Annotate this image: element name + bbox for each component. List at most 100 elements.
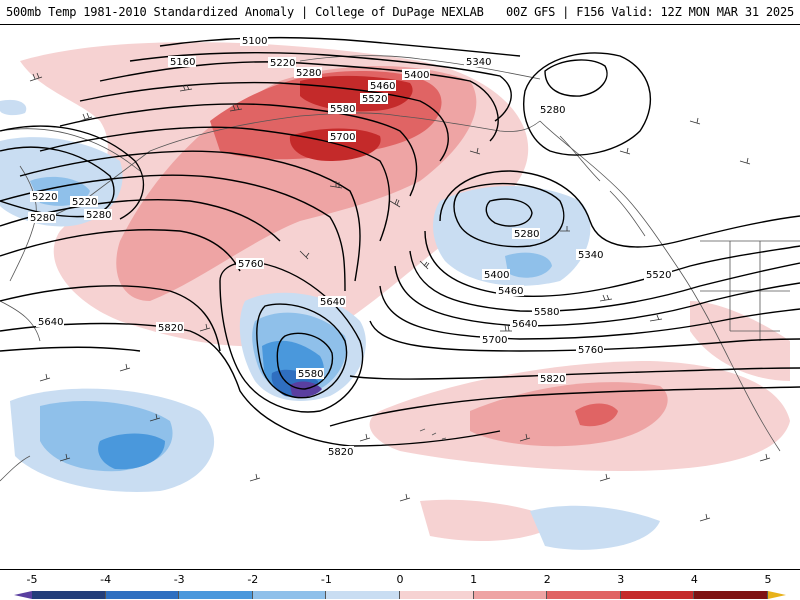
coastal-detail [559, 135, 646, 237]
height-contour-line [329, 386, 800, 427]
contour-label: 5700 [480, 334, 508, 346]
wind-barb [149, 413, 161, 422]
warm-anomaly-area [575, 403, 618, 427]
wind-barb [329, 181, 343, 189]
colorbar-tick-label: -3 [173, 573, 185, 586]
weather-map-svg: 5100 5160 5220 5280 5340 5400 5460 5520 … [0, 25, 800, 569]
wind-barb [689, 117, 701, 125]
height-contour-line [0, 229, 241, 272]
contour-label: 5640 [318, 296, 346, 308]
colorbar-swatch [473, 591, 548, 599]
wind-barb [519, 433, 531, 442]
contour-label: 5820 [538, 373, 566, 385]
contour-label-text: 5400 [484, 270, 509, 281]
wind-barb [79, 112, 93, 122]
colorbar-swatch [620, 591, 695, 599]
contour-label: 5580 [296, 368, 324, 380]
contour-label: 5640 [36, 316, 64, 328]
contour-label: 5340 [464, 56, 492, 68]
contour-label-text: 5160 [170, 57, 195, 68]
contour-label-text: 5340 [466, 57, 491, 68]
wind-barb [299, 250, 310, 260]
height-contour-line [79, 81, 449, 162]
height-contour-line [0, 285, 221, 352]
height-contour-line [129, 52, 512, 122]
contour-label: 5280 [294, 67, 322, 79]
alaska-coastline [149, 112, 541, 152]
wind-barb [39, 373, 51, 382]
contour-label-text: 5700 [482, 335, 507, 346]
contour-label-text: 5760 [578, 345, 603, 356]
anomaly-colorbar: -5 -4 -3 -2 -1 0 1 2 3 4 5 [0, 572, 800, 600]
wind-barb [29, 72, 43, 82]
contour-label-text: 5520 [362, 94, 387, 105]
contour-label-text: 5640 [512, 319, 537, 330]
colorbar-tick-label: 0 [396, 573, 404, 586]
contour-label: 5400 [482, 269, 510, 281]
wind-barb [179, 84, 193, 92]
contour-label: 5460 [368, 80, 396, 92]
contour-label-text: 5220 [270, 58, 295, 69]
colorbar-swatch [14, 591, 32, 599]
height-contour-line [544, 59, 608, 97]
wind-barb [359, 433, 371, 442]
colorbar-swatch [252, 591, 327, 599]
wind-barb [119, 363, 131, 372]
wind-barb [619, 147, 631, 155]
contour-label-text: 5340 [578, 250, 603, 261]
height-contour-line [0, 174, 346, 292]
contour-label: 5400 [402, 69, 430, 81]
contour-label-text: 5820 [328, 447, 353, 458]
alaska-interior-coast [299, 55, 541, 80]
colorbar-tick-label: -1 [320, 573, 332, 586]
contour-label-text: 5280 [30, 213, 55, 224]
height-contour-line [0, 322, 501, 447]
colorbar-scale [14, 591, 786, 599]
contour-label: 5220 [30, 191, 58, 203]
contour-label: 5280 [512, 228, 540, 240]
wind-barb [389, 198, 401, 208]
contour-label: 5460 [496, 285, 524, 297]
wind-barbs [29, 72, 771, 522]
height-contour-line [39, 126, 391, 242]
contour-label: 5220 [70, 196, 98, 208]
cold-anomaly-area [98, 433, 165, 470]
height-contour-line [439, 170, 800, 248]
asia-coast-southwest [0, 455, 31, 482]
contour-label-text: 5220 [72, 197, 97, 208]
contour-label: 5340 [576, 249, 604, 261]
wind-barb [699, 513, 711, 522]
wind-barb [739, 157, 751, 165]
contour-label-text: 5460 [370, 81, 395, 92]
aleutian-islands [39, 150, 151, 222]
contour-label-text: 5280 [514, 229, 539, 240]
wind-barb [649, 314, 663, 322]
height-contour-line [409, 250, 800, 312]
contour-label: 5760 [576, 344, 604, 356]
contour-label-text: 5700 [330, 132, 355, 143]
colorbar-swatch [105, 591, 180, 599]
wind-barb [469, 147, 481, 155]
contour-label-text: 5280 [86, 210, 111, 221]
height-contour-line [424, 230, 800, 298]
wind-barb [199, 323, 211, 332]
contour-label-text: 5580 [534, 307, 559, 318]
contour-label: 5640 [510, 318, 538, 330]
height-contour-line [59, 103, 418, 197]
contour-label-text: 5820 [158, 323, 183, 334]
asia-coast [0, 300, 41, 342]
cold-anomaly-area [0, 99, 27, 116]
colorbar-tick-label: 4 [690, 573, 698, 586]
contour-label: 5820 [156, 322, 184, 334]
colorbar-swatch [547, 591, 621, 599]
contour-label: 5220 [268, 57, 296, 69]
wind-barb [599, 294, 613, 302]
contour-label-text: 5220 [32, 192, 57, 203]
wind-barb [500, 324, 512, 332]
colorbar-tick-label: -5 [26, 573, 38, 586]
contour-label: 5100 [240, 35, 268, 47]
contour-label-text: 5640 [320, 297, 345, 308]
contour-label-text: 5760 [238, 259, 263, 270]
contour-label-text: 5280 [540, 105, 565, 116]
contour-label: 5580 [328, 103, 356, 115]
